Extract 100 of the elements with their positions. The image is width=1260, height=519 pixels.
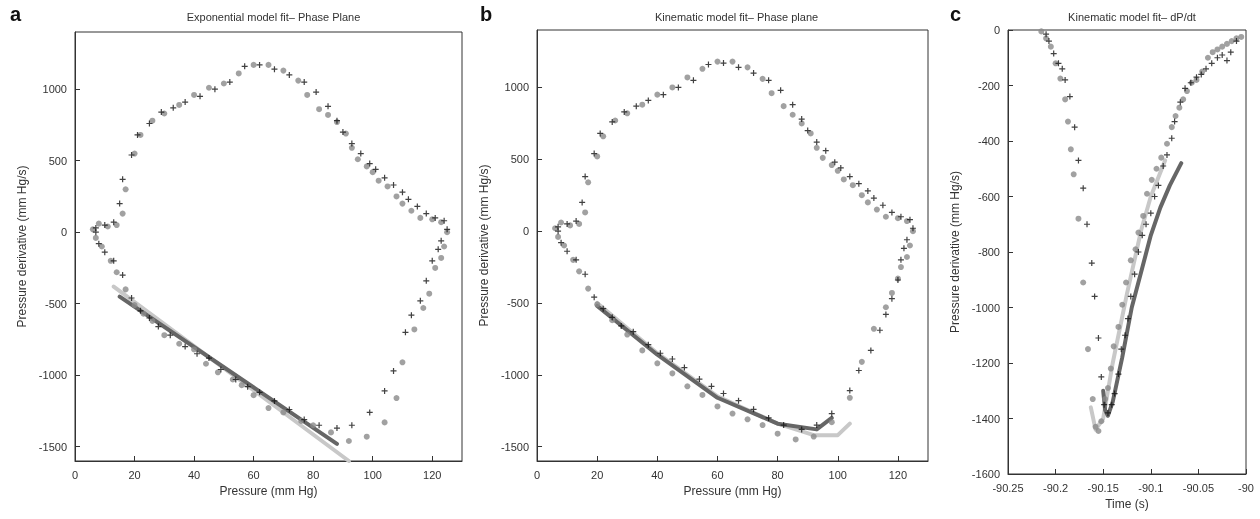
- point: [1140, 212, 1147, 219]
- point: [1124, 315, 1132, 323]
- point: [1107, 365, 1114, 372]
- point: [1168, 124, 1175, 131]
- x-tick-label: 60: [711, 468, 724, 481]
- text: b: [480, 3, 493, 25]
- y-tick-label: -500: [44, 297, 67, 310]
- point: [1204, 54, 1211, 61]
- point: [1209, 49, 1216, 56]
- point: [1061, 76, 1069, 84]
- point: [1110, 343, 1117, 350]
- x-tick-label: -90.1: [1138, 481, 1164, 494]
- point: [1080, 279, 1087, 286]
- y-tick-label: -1500: [38, 440, 67, 453]
- point: [1102, 396, 1109, 403]
- y-tick-label: -1400: [971, 412, 1000, 425]
- point: [1075, 215, 1082, 222]
- y-tick-label: -1600: [971, 468, 1000, 480]
- point: [1123, 279, 1130, 286]
- point: [1223, 40, 1230, 47]
- x-tick-label: 40: [651, 468, 664, 481]
- x-tick-label: 100: [828, 468, 847, 481]
- chart-title: Exponential model fit– Phase Plane: [186, 10, 361, 23]
- chart-title: Kinematic model fit– Phase plane: [654, 10, 819, 23]
- x-axis-title: Pressure (mm Hg): [219, 483, 318, 498]
- point: [1181, 84, 1189, 92]
- y-tick-label: -1000: [38, 369, 67, 382]
- point: [1144, 190, 1150, 197]
- point: [1095, 427, 1102, 434]
- y-axis-title: Pressure derivative (mm Hg/s): [947, 170, 962, 334]
- point: [1117, 345, 1125, 353]
- x-tick-label: -90.15: [1087, 481, 1119, 494]
- point: [1097, 373, 1105, 381]
- y-tick-label: 0: [60, 226, 67, 239]
- point: [1148, 176, 1155, 183]
- point: [1064, 118, 1071, 125]
- x-tick-label: 100: [363, 468, 382, 481]
- text: c: [950, 3, 962, 25]
- point: [1158, 154, 1165, 161]
- point: [1070, 171, 1077, 178]
- point: [1066, 93, 1074, 101]
- point: [1134, 248, 1143, 256]
- y-axis-title: Pressure derivative (mm Hg/s): [477, 164, 491, 327]
- point: [1104, 384, 1111, 391]
- point: [1038, 28, 1045, 35]
- y-tick-label: 0: [993, 24, 1000, 36]
- point: [1114, 370, 1123, 378]
- point: [1142, 220, 1150, 228]
- point: [1088, 259, 1096, 267]
- point: [1238, 33, 1245, 40]
- y-tick-label: -500: [507, 296, 530, 309]
- y-tick-label: -400: [977, 135, 1000, 147]
- point: [1202, 65, 1210, 73]
- y-tick-label: -1200: [971, 357, 1000, 369]
- point: [1127, 257, 1134, 264]
- x-tick-label: 20: [128, 468, 141, 481]
- x-tick-label: 60: [247, 468, 260, 481]
- x-tick-label: -90.05: [1182, 481, 1214, 494]
- x-axis-title: Time (s): [1105, 496, 1149, 511]
- point: [1121, 331, 1129, 339]
- x-tick-label: 120: [888, 468, 908, 481]
- point: [1159, 162, 1167, 170]
- y-tick-label: -800: [977, 246, 1000, 258]
- chart-title: Kinematic model fit– dP/dt: [1068, 10, 1196, 23]
- point: [1067, 146, 1074, 153]
- point: [1153, 165, 1160, 172]
- point: [1163, 140, 1170, 147]
- point: [1172, 113, 1179, 120]
- point: [1180, 96, 1187, 103]
- y-tick-label: 0: [522, 225, 530, 238]
- y-tick-label: 1000: [42, 83, 67, 96]
- point: [1042, 30, 1050, 38]
- x-tick-label: -90.2: [1043, 481, 1069, 494]
- point: [1135, 229, 1142, 236]
- x-tick-label: 80: [771, 468, 784, 481]
- x-tick-label: 20: [591, 468, 604, 481]
- y-axis-title: Pressure derivative (mm Hg/s): [14, 165, 29, 328]
- point: [1163, 151, 1171, 159]
- y-tick-label: -200: [977, 79, 1000, 92]
- point: [1047, 43, 1054, 50]
- x-tick-label: -90.25: [992, 481, 1024, 494]
- x-tick-label: 80: [307, 468, 320, 481]
- point: [1119, 301, 1126, 308]
- x-axis-title: Pressure (mm Hg): [683, 483, 782, 498]
- x-tick-label: 40: [187, 468, 201, 481]
- y-tick-label: 500: [510, 153, 530, 166]
- point: [1083, 220, 1091, 228]
- point: [1104, 409, 1112, 417]
- x-tick-label: 120: [423, 468, 442, 481]
- x-tick-label: 0: [71, 468, 79, 481]
- point: [1071, 123, 1079, 131]
- y-tick-label: -1000: [971, 301, 1000, 314]
- x-tick-label: 0: [533, 468, 541, 481]
- y-tick-label: -1500: [500, 440, 530, 453]
- point: [1115, 323, 1122, 330]
- y-tick-label: 500: [48, 154, 67, 167]
- x-tick-label: -90: [1238, 481, 1254, 494]
- point: [1084, 346, 1091, 353]
- point: [1089, 396, 1096, 403]
- point: [1094, 334, 1103, 342]
